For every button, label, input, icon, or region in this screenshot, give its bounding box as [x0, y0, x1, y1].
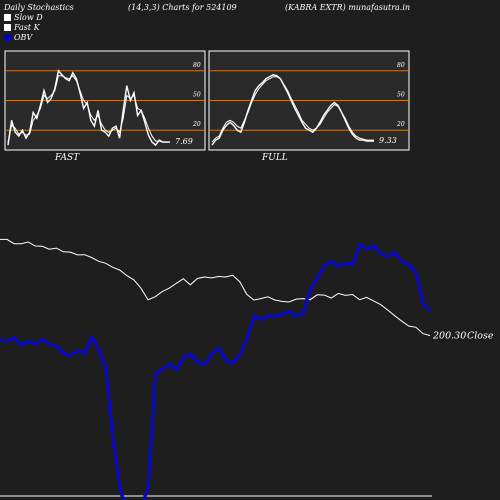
- stoch-series-line-slow-d: [7, 75, 170, 143]
- legend-obv-label: OBV: [14, 33, 33, 42]
- legend-slow-d: Slow D: [4, 13, 43, 22]
- obv-line: [0, 242, 432, 500]
- legend-fast-k-swatch: [4, 24, 11, 31]
- chart-indicator-title: Daily Stochastics: [4, 3, 74, 12]
- last-value-label: 9.33: [379, 136, 397, 145]
- legend-obv: OBV: [4, 33, 32, 42]
- stoch-series-line-fast-k: [211, 74, 374, 146]
- y-tick-label: 20: [396, 121, 405, 128]
- close-value-label: 200.30: [432, 331, 466, 342]
- legend-obv-swatch: [4, 34, 11, 41]
- chart-params: (14,3,3) Charts for 524109: [128, 3, 237, 12]
- panel-caption: FAST: [54, 153, 80, 163]
- chart-source: (KABRA EXTR) munafasutra.in: [285, 3, 411, 12]
- legend-fast-k-label: Fast K: [14, 23, 40, 32]
- stoch-panel-full: 80 50 20 9.33 FULL: [208, 50, 410, 163]
- stoch-panel-fast: 80 50 20 7.69 FAST: [4, 50, 206, 163]
- legend-fast-k: Fast K: [4, 23, 40, 32]
- legend-slow-d-label: Slow D: [14, 13, 43, 22]
- legend-slow-d-swatch: [4, 14, 11, 21]
- last-value-label: 7.69: [175, 137, 193, 146]
- close-suffix-label: Close: [467, 331, 494, 342]
- y-tick-label: 80: [397, 62, 405, 69]
- y-tick-label: 20: [192, 121, 201, 128]
- y-tick-label: 50: [397, 92, 405, 99]
- y-tick-label: 80: [193, 62, 201, 69]
- y-tick-label: 50: [193, 92, 201, 99]
- panel-caption: FULL: [261, 153, 288, 163]
- close-price-line: [0, 238, 431, 337]
- stoch-series-line-slow-d: [211, 76, 374, 143]
- main-chart: 200.30 Close: [0, 238, 494, 500]
